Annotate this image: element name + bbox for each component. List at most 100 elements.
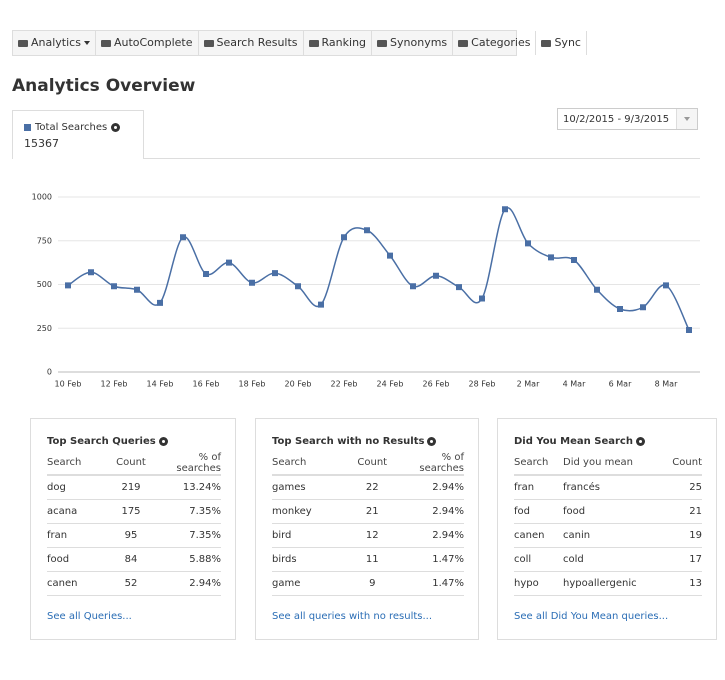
table-cell: food: [563, 499, 655, 524]
table-cell: hypoallergenic: [563, 571, 655, 596]
y-tick-label: 1000: [32, 193, 52, 202]
table-row: fran 95 7.35%: [47, 523, 221, 548]
table-cell: hypo: [514, 571, 564, 596]
help-dot: [430, 440, 434, 443]
table-row: fran francés 25: [514, 475, 702, 500]
table-cell: 5.88%: [159, 547, 221, 572]
column-header: Search: [514, 451, 564, 476]
nav-label: Sync: [554, 36, 581, 49]
table-cell: 25: [654, 475, 702, 500]
panel-title-text: Did You Mean Search: [514, 436, 633, 447]
point-marker: [433, 272, 439, 279]
table-row: game 9 1.47%: [272, 571, 464, 596]
table-cell: fran: [47, 523, 103, 548]
legend-swatch: [24, 124, 31, 131]
table-row: dog 219 13.24%: [47, 475, 221, 500]
help-icon: [427, 437, 437, 446]
table-cell: bird: [272, 523, 347, 548]
table-cell: dog: [47, 475, 103, 500]
table-cell: acana: [47, 499, 103, 524]
table-row: birds 11 1.47%: [272, 547, 464, 572]
nav-icon: [308, 39, 319, 47]
series-line: [67, 206, 690, 331]
table-row: coll cold 17: [514, 547, 702, 572]
x-tick-label: 22 Feb: [331, 380, 358, 389]
table-cell: 7.35%: [159, 499, 221, 524]
table-row: canen 52 2.94%: [47, 571, 221, 596]
see-all-link[interactable]: See all queries with no results...: [272, 611, 433, 622]
table-cell: cold: [563, 547, 655, 572]
help-icon: [111, 123, 121, 132]
point-marker: [594, 286, 600, 293]
panel-title: Top Search with no Results: [272, 436, 437, 447]
icon-shape: [203, 39, 214, 47]
column-header: Did you mean: [563, 451, 655, 476]
nav-icon: [203, 39, 214, 47]
data-table: Search Did you mean Count fran francés 25 fod f…: [514, 451, 702, 596]
point-marker: [686, 327, 692, 333]
nav-item[interactable]: Ranking: [304, 31, 373, 55]
icon-shape: [377, 39, 388, 47]
table-cell: 175: [103, 499, 159, 524]
table-cell: 21: [654, 499, 702, 524]
icon-shape: [308, 39, 319, 47]
caret-shape: [83, 41, 90, 45]
nav-item[interactable]: AutoComplete: [96, 31, 199, 55]
point-marker: [180, 234, 186, 241]
point-marker: [479, 295, 485, 302]
x-tick-label: 4 Mar: [563, 380, 586, 389]
table-cell: 1.47%: [397, 547, 464, 572]
page-title: Analytics Overview: [12, 76, 196, 96]
header-row: Search Did you mean Count: [514, 451, 702, 476]
table-cell: monkey: [272, 499, 347, 524]
y-tick-label: 0: [47, 368, 52, 377]
nav-item[interactable]: Search Results: [199, 31, 304, 55]
point-marker: [249, 279, 255, 286]
x-tick-label: 26 Feb: [423, 380, 450, 389]
table-cell: canen: [47, 571, 103, 596]
point-marker: [226, 259, 232, 266]
help-icon: [635, 437, 645, 446]
nav-icon: [458, 39, 469, 47]
point-marker: [295, 283, 301, 290]
help-dot: [638, 440, 642, 443]
table-row: monkey 21 2.94%: [272, 499, 464, 524]
caret: [83, 41, 90, 45]
date-select[interactable]: 10/2/2015 - 9/3/2015: [557, 108, 698, 130]
column-header: Search: [272, 451, 347, 476]
table-cell: canin: [563, 523, 655, 548]
data-table: Search Count% of searches dog 219 13.24% acan…: [47, 451, 221, 596]
see-all-link[interactable]: See all Did You Mean queries...: [514, 611, 669, 622]
nav-item[interactable]: Analytics: [13, 31, 96, 55]
table-cell: 21: [346, 499, 398, 524]
nav-icon: [541, 39, 552, 47]
y-tick-label: 250: [37, 324, 52, 333]
point-marker: [640, 304, 646, 311]
see-all-link[interactable]: See all Queries...: [47, 611, 132, 622]
table-cell: birds: [272, 547, 347, 572]
header-row: Search Count% of searches: [272, 451, 464, 476]
date-range: 10/2/2015 - 9/3/2015: [563, 114, 670, 125]
x-tick-label: 10 Feb: [55, 380, 82, 389]
nav-item[interactable]: Sync: [536, 31, 587, 55]
nav-label: Ranking: [321, 36, 367, 49]
nav-icon: [18, 39, 28, 47]
x-tick-label: 8 Mar: [655, 380, 678, 389]
column-header: % of searches: [159, 451, 221, 476]
panel-title-text: Top Search Queries: [47, 436, 156, 447]
table-row: fod food 21: [514, 499, 702, 524]
nav-label: Synonyms: [390, 36, 448, 49]
panel: Top Search with no Results Search Count% o…: [255, 418, 479, 640]
nav-item[interactable]: Categories: [453, 31, 537, 55]
point-marker: [134, 286, 140, 293]
nav-item[interactable]: Synonyms: [372, 31, 454, 55]
x-tick-label: 14 Feb: [147, 380, 174, 389]
nav-icon: [100, 39, 111, 47]
legend: Total Searches: [24, 122, 121, 133]
table-cell: coll: [514, 547, 564, 572]
panel-title-text: Top Search with no Results: [272, 436, 425, 447]
x-tick-label: 16 Feb: [193, 380, 220, 389]
panel: Top Search Queries Search Count% of search…: [30, 418, 236, 640]
table-row: bird 12 2.94%: [272, 523, 464, 548]
